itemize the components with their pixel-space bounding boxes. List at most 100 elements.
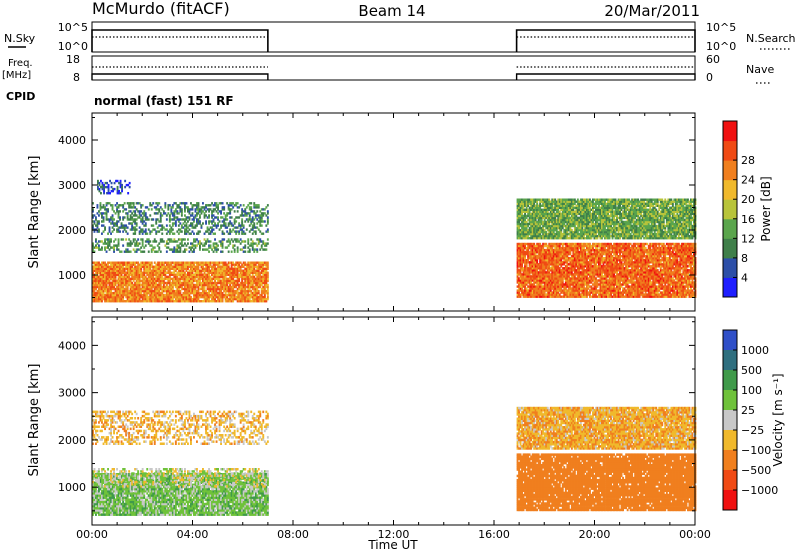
- power-cell: [146, 277, 149, 281]
- power-cell: [239, 265, 242, 268]
- power-cell: [265, 283, 268, 287]
- power-cell: [190, 287, 192, 291]
- power-cell: [134, 293, 137, 297]
- power-cell: [239, 289, 242, 293]
- power-cell: [259, 283, 262, 287]
- power-cell: [260, 246, 263, 249]
- power-cell: [165, 240, 168, 243]
- power-cell: [187, 283, 189, 287]
- power-cell: [203, 212, 206, 215]
- power-cell: [168, 279, 171, 283]
- power-cell: [250, 293, 253, 297]
- power-cell: [116, 228, 118, 231]
- power-cell: [93, 283, 96, 287]
- power-cell: [122, 293, 125, 297]
- power-cell: [143, 295, 146, 299]
- power-cell: [108, 220, 111, 223]
- power-cell: [101, 267, 103, 270]
- power-cell: [232, 275, 235, 279]
- power-cell: [141, 275, 144, 279]
- power-cell: [131, 212, 134, 215]
- power-cell: [167, 281, 170, 285]
- power-cell: [123, 269, 126, 272]
- power-cell: [263, 220, 266, 223]
- power-cell: [218, 285, 221, 289]
- power-cell: [107, 297, 109, 301]
- power-cell: [93, 289, 96, 293]
- power-cell: [116, 202, 118, 205]
- power-cell: [92, 214, 94, 217]
- power-cell: [263, 297, 266, 301]
- power-cell: [95, 244, 97, 247]
- power-cell: [96, 212, 99, 215]
- power-cell: [224, 246, 227, 249]
- power-cell: [174, 220, 177, 223]
- power-cell: [214, 267, 216, 270]
- power-cell: [184, 218, 186, 221]
- power-cell: [117, 300, 120, 303]
- power-cell: [128, 277, 131, 281]
- power-cell: [128, 281, 131, 285]
- power-cell: [122, 261, 125, 264]
- power-cell: [226, 240, 229, 243]
- power-cell: [117, 285, 120, 289]
- power-cell: [232, 287, 235, 291]
- power-cell: [232, 271, 235, 274]
- power-cell: [184, 206, 186, 209]
- power-cell: [107, 218, 109, 221]
- power-cell: [177, 218, 180, 221]
- power-cell: [132, 285, 135, 289]
- power-cell: [164, 204, 167, 207]
- power-cell: [176, 283, 179, 287]
- power-cell: [140, 206, 143, 209]
- power-cell: [116, 224, 118, 227]
- power-cell: [132, 261, 135, 264]
- power-cell: [99, 273, 102, 276]
- power-cell: [113, 279, 115, 283]
- power-cell: [140, 271, 143, 274]
- power-cell: [98, 289, 100, 293]
- power-cell: [146, 300, 149, 303]
- power-cell: [250, 281, 253, 285]
- power-cell: [144, 275, 147, 279]
- power-cell: [194, 277, 197, 281]
- power-cell: [245, 291, 248, 295]
- power-cell: [134, 212, 137, 215]
- power-cell: [242, 285, 245, 289]
- power-cell: [188, 271, 191, 274]
- power-cell: [524, 255, 526, 258]
- freq-trace: [91, 66, 696, 80]
- power-cell: [113, 269, 115, 272]
- power-cell: [233, 238, 236, 241]
- power-cell: [190, 273, 192, 276]
- power-cell: [131, 275, 134, 279]
- power-cell: [111, 293, 114, 297]
- power-cell: [203, 216, 206, 219]
- power-cell: [135, 279, 138, 283]
- power-cell: [99, 291, 102, 295]
- power-cell: [107, 285, 109, 289]
- power-cell: [131, 228, 134, 231]
- power-cell: [239, 293, 242, 297]
- power-cell: [215, 248, 218, 251]
- power-cell: [266, 204, 269, 207]
- power-cell: [196, 265, 198, 268]
- power-cell: [117, 287, 120, 291]
- power-cell: [209, 289, 212, 293]
- power-cell: [141, 263, 144, 266]
- power-cell: [159, 297, 162, 301]
- power-cell: [161, 273, 164, 276]
- power-cell: [134, 210, 137, 213]
- power-cell: [244, 281, 247, 285]
- power-cell: [159, 279, 162, 283]
- power-cell: [108, 273, 111, 276]
- power-cell: [214, 281, 216, 285]
- power-cell: [118, 189, 120, 193]
- power-cell: [233, 267, 236, 270]
- power-cell: [113, 295, 115, 299]
- power-cell: [132, 220, 135, 223]
- power-cell: [260, 281, 263, 285]
- power-cell: [179, 281, 182, 285]
- power-cell: [138, 230, 141, 233]
- power-cell: [170, 271, 173, 274]
